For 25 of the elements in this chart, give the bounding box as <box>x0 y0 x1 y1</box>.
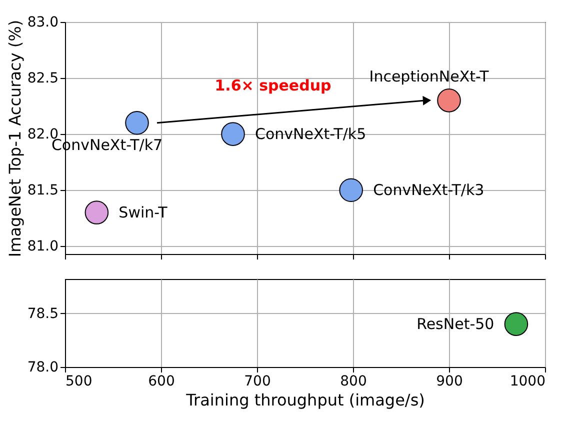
series-label: ConvNeXt-T/k5 <box>255 125 366 144</box>
y-axis-title: ImageNet Top-1 Accuracy (%) <box>5 20 24 258</box>
point <box>221 122 245 146</box>
x-tick-label: 600 <box>148 374 175 390</box>
series-label: InceptionNeXt-T <box>369 67 490 86</box>
x-tick-label: 500 <box>66 374 92 390</box>
x-tick-label: 700 <box>244 374 271 390</box>
point <box>437 88 461 112</box>
y-tick-label: 81.5 <box>27 182 58 199</box>
y-tick-label: 82.5 <box>27 70 58 87</box>
y-tick-label: 81.0 <box>27 238 58 255</box>
annotation: 1.6× speedup <box>214 76 332 95</box>
series-label: ConvNeXt-T/k3 <box>373 181 484 200</box>
x-tick-label: 800 <box>340 374 367 390</box>
series-label: ResNet-50 <box>416 315 494 334</box>
point <box>84 200 109 224</box>
x-tick-label: 900 <box>436 374 463 390</box>
x-tick-label: 1000 <box>510 374 546 390</box>
point <box>125 110 149 135</box>
series-label: Swin-T <box>118 204 168 222</box>
y-tick-label: 78.0 <box>27 360 58 376</box>
y-tick-label: 83.0 <box>27 14 58 30</box>
x-axis-title: Training throughput (image/s) <box>185 390 425 410</box>
y-tick-label: 78.5 <box>27 306 58 322</box>
point <box>339 178 363 202</box>
